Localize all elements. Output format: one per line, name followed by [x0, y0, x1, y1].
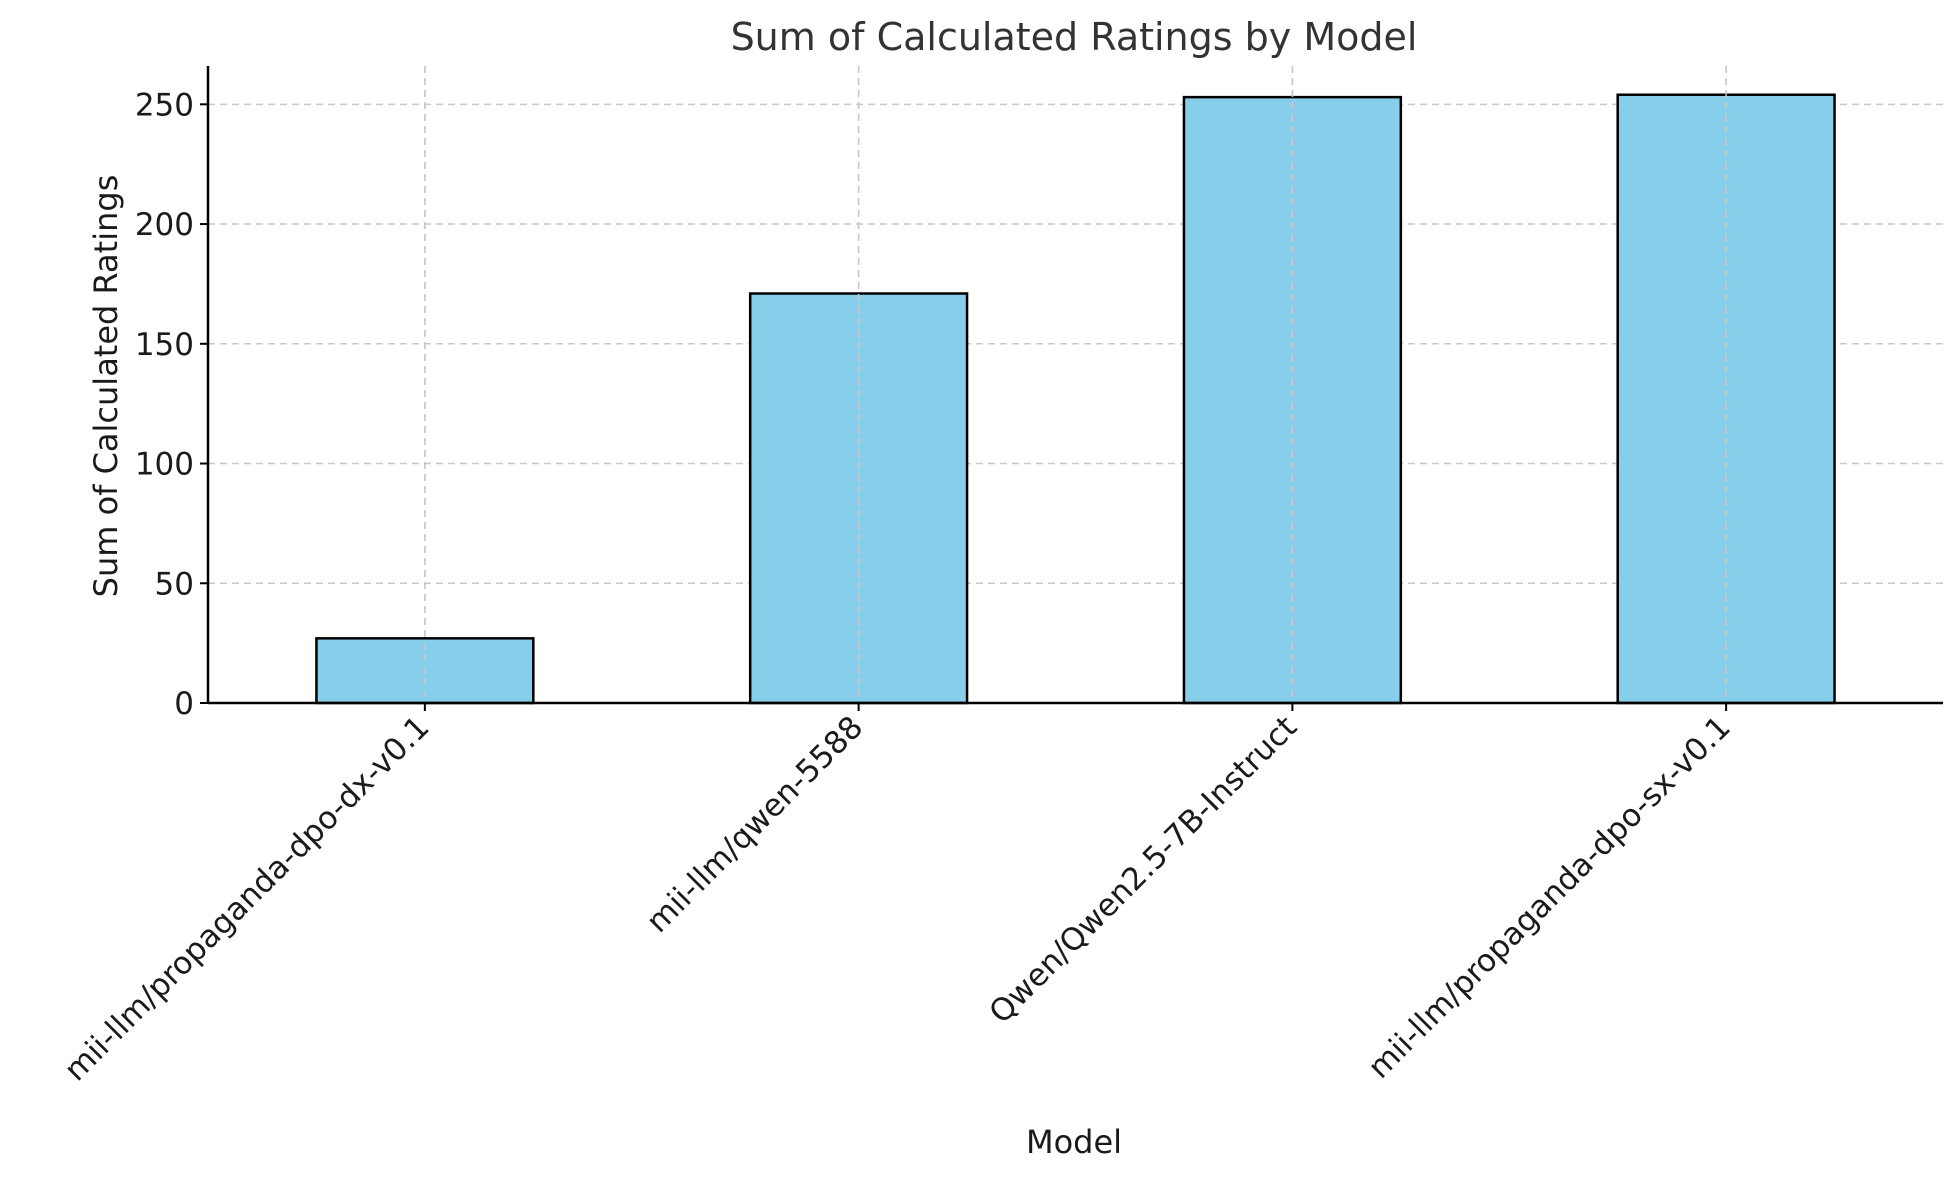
y-tick-label: 50	[155, 566, 194, 602]
y-axis-ticks: 0 50 100 150 200 250	[135, 87, 208, 722]
chart-title: Sum of Calculated Ratings by Model	[731, 15, 1418, 59]
x-tick-label: mii-llm/qwen-5588	[640, 709, 871, 940]
x-tick-label: Qwen/Qwen2.5-7B-Instruct	[982, 709, 1304, 1031]
y-tick-label: 150	[135, 327, 194, 363]
y-tick-label: 100	[135, 447, 194, 483]
y-axis-label: Sum of Calculated Ratings	[87, 175, 125, 598]
y-tick-label: 250	[135, 87, 194, 123]
x-tick-label: mii-llm/propaganda-dpo-sx-v0.1	[1361, 709, 1738, 1086]
y-tick-label: 0	[174, 686, 194, 722]
x-axis-label: Model	[1026, 1123, 1122, 1161]
bars	[315, 66, 1836, 705]
x-axis-ticks: mii-llm/propaganda-dpo-dx-v0.1 mii-llm/qw…	[57, 703, 1738, 1088]
x-tick-label: mii-llm/propaganda-dpo-dx-v0.1	[57, 709, 436, 1088]
axes	[206, 66, 1943, 705]
y-tick-label: 200	[135, 207, 194, 243]
